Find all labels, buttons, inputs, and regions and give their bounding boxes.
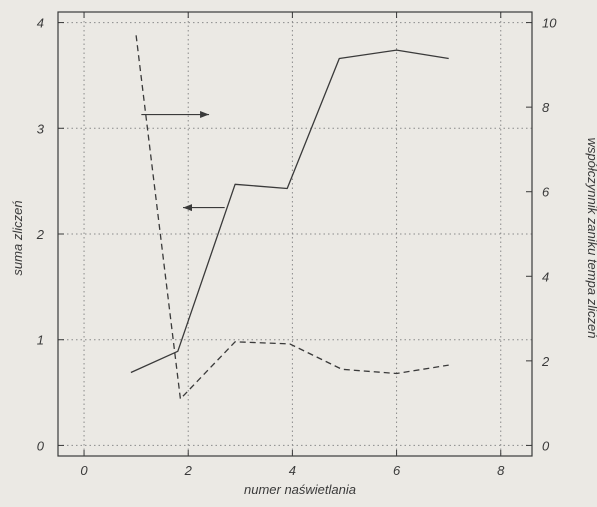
arrow-right-head xyxy=(200,111,210,119)
x-tick-label: 2 xyxy=(184,463,193,478)
annotations xyxy=(141,111,225,212)
y-axis-right-title: współczynnik zaniku tempa zliczeń xyxy=(585,138,597,339)
arrow-left-head xyxy=(183,204,193,212)
grid xyxy=(58,12,532,456)
y-left-tick-label: 2 xyxy=(36,227,45,242)
x-tick-label: 4 xyxy=(289,463,296,478)
y-right-tick-label: 0 xyxy=(542,438,550,453)
series xyxy=(130,35,449,400)
y-right-tick-label: 4 xyxy=(542,269,549,284)
y-right-tick-label: 2 xyxy=(541,354,550,369)
y-left-tick-label: 4 xyxy=(37,16,44,31)
series-line-solid-left xyxy=(130,49,449,374)
ticks: 0 2 4 6 8 0 1 2 3 4 0 2 4 6 8 10 xyxy=(36,12,557,478)
y-left-tick-label: 3 xyxy=(37,121,45,136)
x-tick-label: 8 xyxy=(497,463,505,478)
series-line-dashed-right xyxy=(135,35,449,400)
y-right-tick-label: 6 xyxy=(542,185,550,200)
y-left-tick-label: 0 xyxy=(37,438,45,453)
x-tick-label: 6 xyxy=(393,463,401,478)
y-right-tick-label: 10 xyxy=(542,16,557,31)
x-tick-label: 0 xyxy=(80,463,88,478)
y-right-tick-label: 8 xyxy=(542,100,550,115)
y-axis-left-title: suma zliczeń xyxy=(10,200,25,275)
y-left-tick-label: 1 xyxy=(37,333,44,348)
x-axis-title: numer naświetlania xyxy=(244,482,356,497)
plot-frame xyxy=(57,11,533,457)
